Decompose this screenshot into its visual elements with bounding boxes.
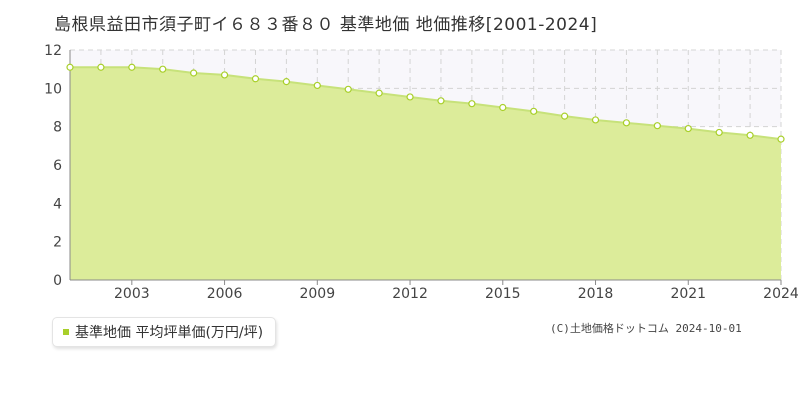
y-tick-label: 2 bbox=[53, 235, 62, 251]
marker-layer bbox=[66, 63, 785, 143]
x-tick-label: 2024 bbox=[763, 286, 799, 302]
x-tick-label: 2003 bbox=[114, 286, 150, 302]
data-point bbox=[406, 93, 414, 101]
y-tick-label: 4 bbox=[53, 196, 62, 212]
data-point bbox=[313, 81, 321, 90]
data-point bbox=[375, 89, 383, 97]
data-point bbox=[715, 128, 723, 137]
data-point bbox=[653, 122, 661, 130]
data-point bbox=[684, 124, 692, 133]
x-tick-label: 2009 bbox=[299, 286, 335, 302]
x-tick-label: 2021 bbox=[670, 286, 706, 302]
data-point bbox=[499, 103, 507, 112]
x-tick-label: 2018 bbox=[578, 286, 614, 302]
area-layer bbox=[70, 66, 782, 280]
tick-label-layer: 0 2 4 6 8 10 12 2003 2006 2009 2012 2015 2018 2021 202… bbox=[44, 43, 799, 302]
data-point bbox=[468, 100, 476, 108]
data-point bbox=[128, 63, 136, 71]
data-point bbox=[530, 107, 538, 115]
data-point bbox=[97, 63, 105, 71]
credit-text: (C)土地価格ドットコム 2024-10-01 bbox=[550, 322, 742, 335]
x-tick-label: 2006 bbox=[207, 286, 243, 302]
y-tick-label: 6 bbox=[53, 158, 62, 174]
series-line bbox=[70, 66, 782, 141]
data-point bbox=[344, 85, 352, 93]
data-point bbox=[282, 78, 290, 86]
legend[interactable]: 基準地価 平均坪単価(万円/坪) bbox=[52, 317, 277, 347]
y-tick-label: 0 bbox=[53, 273, 62, 289]
data-point bbox=[220, 71, 229, 79]
x-tick-label: 2015 bbox=[485, 286, 521, 302]
data-point bbox=[746, 131, 754, 139]
area-fill bbox=[70, 67, 781, 280]
y-tick-label: 12 bbox=[44, 43, 62, 59]
data-point bbox=[190, 69, 198, 77]
x-tick-label: 2012 bbox=[392, 286, 428, 302]
legend-label: 基準地価 平均坪単価(万円/坪) bbox=[75, 325, 264, 341]
chart-title: 島根県益田市須子町イ６８３番８０ 基準地価 地価推移[2001-2024] bbox=[54, 15, 598, 35]
data-point bbox=[561, 112, 569, 120]
y-tick-label: 10 bbox=[44, 81, 62, 97]
axis-layer bbox=[69, 50, 782, 285]
y-tick-label: 8 bbox=[53, 120, 62, 136]
legend-marker bbox=[63, 329, 69, 335]
data-point bbox=[437, 97, 445, 105]
data-point bbox=[159, 65, 167, 73]
data-point bbox=[591, 116, 600, 124]
data-point bbox=[622, 119, 631, 127]
data-point bbox=[251, 75, 260, 83]
data-point bbox=[66, 63, 74, 71]
data-point bbox=[777, 135, 785, 143]
